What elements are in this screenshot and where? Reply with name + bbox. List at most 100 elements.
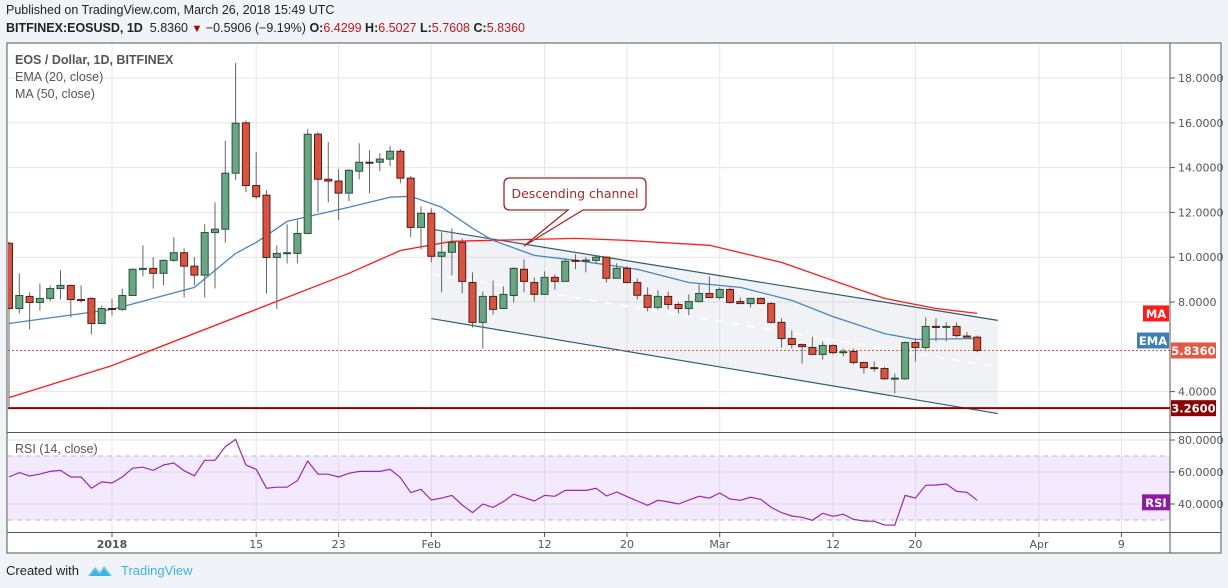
tradingview-link[interactable]: TradingView	[120, 563, 193, 578]
candle	[437, 232, 446, 293]
candle	[231, 62, 240, 181]
candle	[375, 153, 384, 172]
candle	[458, 238, 467, 294]
candle-body	[849, 351, 858, 363]
candle-body	[684, 301, 693, 309]
candle-body	[396, 150, 405, 179]
candle	[715, 287, 724, 300]
date-tick-label: Feb	[422, 538, 441, 551]
candle	[530, 277, 539, 302]
candle	[159, 259, 168, 286]
high-value: 6.5027	[378, 21, 417, 35]
open-value: 6.4299	[323, 21, 362, 35]
candle	[97, 305, 106, 325]
candle	[66, 284, 75, 318]
candle	[190, 257, 199, 286]
candle-body	[303, 133, 312, 234]
candle	[664, 291, 673, 310]
date-tick-label: 9	[1118, 538, 1125, 551]
candle	[87, 297, 96, 335]
candle-body	[818, 344, 827, 355]
candle	[973, 335, 982, 353]
candle	[890, 373, 899, 394]
date-tick-label: 15	[249, 538, 263, 551]
candle-body	[540, 276, 549, 295]
candle-body	[550, 276, 559, 282]
price-tick-label: 4.0000	[1178, 386, 1217, 399]
price-tick-label: 18.0000	[1178, 72, 1224, 85]
candle-body	[602, 256, 611, 279]
candle	[901, 341, 910, 380]
candle	[787, 330, 796, 349]
candle	[262, 190, 271, 294]
candle-body	[375, 158, 384, 163]
candle-body	[592, 256, 601, 261]
candle	[221, 140, 230, 243]
price-tick-label: 12.0000	[1178, 206, 1224, 219]
candle	[932, 318, 940, 342]
candle	[8, 241, 13, 410]
candle	[859, 361, 868, 374]
candle-body	[767, 303, 776, 323]
channel-fill	[431, 229, 998, 414]
legend-ma[interactable]: MA (50, close)	[15, 87, 95, 101]
candle-body	[97, 307, 106, 325]
candle	[314, 131, 322, 213]
candle-body	[674, 303, 683, 309]
candle-body	[272, 252, 281, 258]
candle-body	[138, 267, 147, 270]
candle-body	[530, 282, 539, 295]
candle	[612, 263, 621, 279]
candle-body	[283, 252, 292, 255]
candle-body	[211, 228, 219, 234]
candle-body	[355, 161, 364, 172]
rsi-pane[interactable]	[8, 438, 978, 526]
annotation-box	[503, 177, 647, 247]
candle	[149, 257, 158, 289]
candle-body	[932, 325, 940, 328]
candle-body	[447, 241, 456, 253]
candle-body	[35, 297, 44, 303]
date-tick-label: 20	[908, 538, 922, 551]
chart-frame	[6, 42, 1222, 554]
candle-body	[468, 282, 477, 323]
candle	[942, 322, 951, 342]
candle-body	[314, 133, 322, 180]
candle	[952, 322, 961, 338]
candle	[962, 332, 971, 338]
low-label: L:	[419, 21, 432, 35]
channel-lower-line	[431, 317, 998, 415]
price-change: −0.5906 (−9.19%)	[205, 21, 306, 35]
price-pane[interactable]: Descending channel	[6, 62, 1171, 415]
rsi-band	[8, 455, 1170, 521]
candle-body	[901, 342, 910, 380]
candle	[746, 297, 755, 308]
candle	[15, 273, 24, 314]
legend-rsi[interactable]: RSI (14, close)	[15, 442, 98, 456]
close-label: C:	[473, 21, 487, 35]
candle-body	[221, 172, 230, 230]
candle-body	[169, 252, 178, 261]
candle	[386, 146, 395, 167]
candle-body	[15, 295, 24, 309]
candle-body	[324, 178, 333, 182]
rsi-badge: RSI	[1145, 496, 1166, 510]
candle	[695, 284, 704, 303]
candle	[808, 336, 817, 355]
candle-body	[334, 180, 343, 194]
candle-body	[46, 288, 55, 299]
candle-body	[962, 335, 971, 338]
candle	[35, 283, 44, 311]
candle-body	[664, 295, 673, 305]
candle-body	[870, 367, 879, 370]
ema20-line	[8, 195, 978, 341]
down-triangle-icon: ▼	[191, 23, 203, 35]
annotation-text: Descending channel	[511, 186, 638, 201]
candle	[365, 150, 374, 194]
axes: 4.0000 8.0000 10.0000 12.0000 14.0000 16.0000…	[97, 72, 1224, 551]
rsi-band-fill	[8, 456, 1170, 520]
legend-ema[interactable]: EMA (20, close)	[15, 70, 104, 84]
rsi-tick-label: 40.0000	[1178, 498, 1224, 511]
candle	[736, 297, 745, 305]
